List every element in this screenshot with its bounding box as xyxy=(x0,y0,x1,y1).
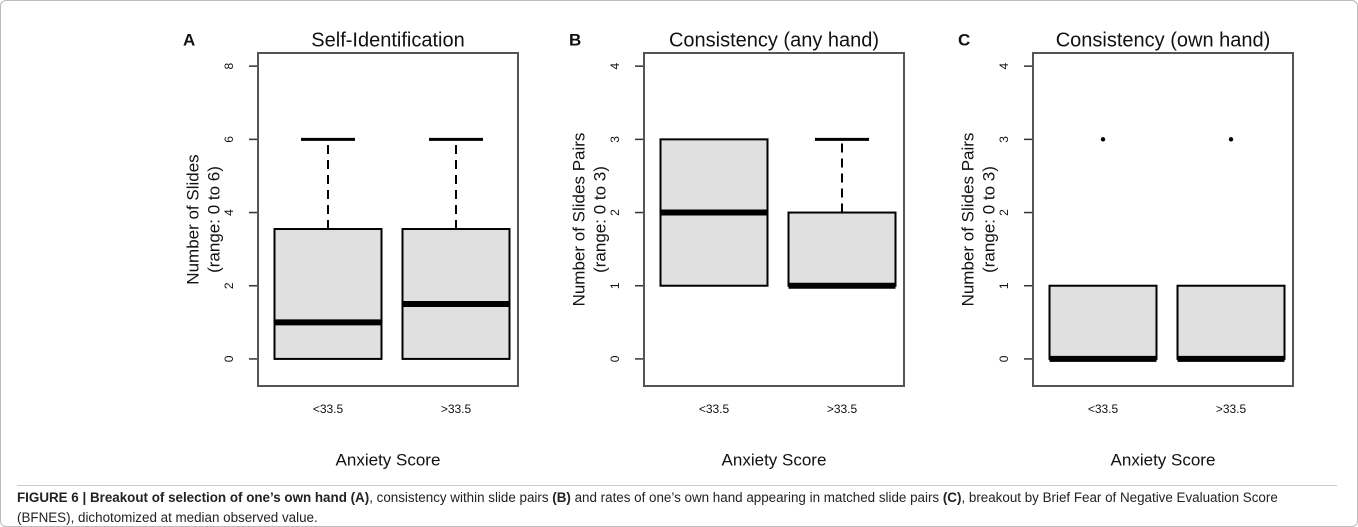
caption-segment: , breakout by Brief Fear of Negative Eva… xyxy=(17,490,1278,525)
box xyxy=(273,228,383,360)
y-tick-label: 1 xyxy=(608,282,622,289)
x-axis-label: Anxiety Score xyxy=(1111,450,1216,469)
box xyxy=(1048,284,1158,360)
y-tick-label: 0 xyxy=(997,355,1011,362)
x-tick-label: >33.5 xyxy=(827,402,858,416)
x-tick-label: <33.5 xyxy=(1088,402,1119,416)
plot-frame xyxy=(257,52,519,387)
y-axis-label: Number of Slides Pairs xyxy=(569,133,588,307)
y-tick-label: 2 xyxy=(997,209,1011,216)
outlier xyxy=(1228,137,1234,142)
y-tick-label: 0 xyxy=(608,355,622,362)
box xyxy=(401,228,511,360)
x-axis-label: Anxiety Score xyxy=(722,450,827,469)
y-axis-label: (range: 0 to 3) xyxy=(590,166,609,273)
caption-segment: FIGURE 6 | Breakout of selection of one’… xyxy=(17,490,370,505)
y-tick-label: 8 xyxy=(222,63,236,70)
panel-letter: B xyxy=(569,30,581,49)
x-tick-label: <33.5 xyxy=(699,402,730,416)
y-tick-label: 2 xyxy=(222,282,236,289)
caption-segment: and rates of one’s own hand appearing in… xyxy=(570,490,943,505)
x-tick-label: >33.5 xyxy=(1216,402,1247,416)
y-tick-label: 0 xyxy=(222,355,236,362)
panel-letter: A xyxy=(183,30,195,49)
caption: FIGURE 6 | Breakout of selection of one’… xyxy=(17,485,1337,526)
box xyxy=(787,211,897,287)
x-tick-label: >33.5 xyxy=(441,402,472,416)
y-tick-label: 4 xyxy=(222,209,236,216)
y-axis-label: (range: 0 to 3) xyxy=(979,166,998,273)
y-axis-label: (range: 0 to 6) xyxy=(204,166,223,273)
x-tick-label: <33.5 xyxy=(313,402,344,416)
panel-letter: C xyxy=(958,30,970,49)
panel-title: Consistency (own hand) xyxy=(1056,29,1271,51)
y-tick-label: 4 xyxy=(997,63,1011,70)
outlier xyxy=(1100,137,1106,142)
plot-frame xyxy=(643,52,905,387)
y-tick-label: 6 xyxy=(222,136,236,143)
panel-title: Consistency (any hand) xyxy=(669,29,879,51)
panel-title: Self-Identification xyxy=(311,29,464,51)
caption-segment: (C) xyxy=(942,490,962,505)
box xyxy=(1176,284,1286,360)
y-tick-label: 4 xyxy=(608,63,622,70)
x-axis-label: Anxiety Score xyxy=(336,450,441,469)
caption-segment: , consistency within slide pairs xyxy=(369,490,553,505)
y-tick-label: 3 xyxy=(997,136,1011,143)
y-axis-label: Number of Slides Pairs xyxy=(958,133,977,307)
y-tick-label: 3 xyxy=(608,136,622,143)
plot-frame xyxy=(1032,52,1294,387)
y-tick-label: 2 xyxy=(608,209,622,216)
y-tick-label: 1 xyxy=(997,282,1011,289)
y-axis-label: Number of Slides xyxy=(183,154,202,284)
caption-segment: (B) xyxy=(552,490,571,505)
